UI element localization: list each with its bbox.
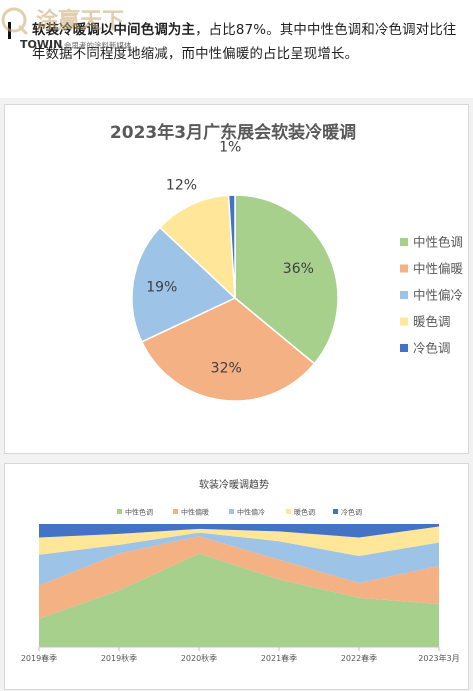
area-legend-label: 中性偏冷 [237, 508, 265, 517]
watermark-brand: TOWIN [20, 38, 62, 51]
area-legend-swatch [229, 509, 234, 514]
pie-legend-label: 冷色调 [413, 341, 451, 356]
watermark-logo-text: 涂赢天下 [36, 8, 124, 34]
pie-legend-swatch [400, 317, 408, 326]
x-tick-label: 2019春季 [21, 653, 57, 663]
area-legend-label: 冷色调 [341, 508, 362, 517]
area-series [39, 526, 439, 556]
pie-slice [158, 194, 236, 300]
x-tick-label: 2022春季 [341, 653, 377, 663]
pie-chart-title: 2023年3月广东展会软装冷暖调 [110, 122, 356, 143]
area-series [39, 532, 439, 586]
area-legend-swatch [286, 509, 291, 514]
intro-section: 软装冷暖调以中间色调为主，占比87%。其中中性色调和冷色调对比往年数据不同程度地… [0, 0, 473, 98]
x-tick-label: 2020秋季 [181, 653, 217, 663]
pie-slice [131, 226, 237, 343]
watermark-logo-icon [1, 7, 28, 35]
pie-data-label: 19% [146, 279, 177, 295]
pie-legend-swatch [400, 238, 408, 246]
area-legend-label: 暖色调 [294, 508, 315, 517]
x-tick-label: 2021春季 [261, 653, 297, 663]
area-series [39, 524, 439, 538]
area-legend-swatch [117, 509, 122, 514]
area-chart: 软装冷暖调趋势 中性色调 中性偏暖 中性偏冷 暖色调 冷色调 2019春季 2019秋季 2… [21, 478, 460, 663]
pie-data-label: 36% [283, 261, 314, 277]
intro-rest-text: ，占比87%。其中中性色调和冷色调对比往年数据不同程度地缩减，而中性偏暖的占比呈… [32, 23, 457, 62]
area-legend-label: 中性偏暖 [181, 508, 209, 517]
x-tick-label: 2019秋季 [101, 653, 137, 663]
x-tick-label: 2023年3月 [418, 653, 459, 663]
area-legend-label: 中性色调 [125, 508, 153, 517]
watermark: 涂赢天下 TOWIN 会思考的涂料新媒体 [1, 7, 132, 51]
pie-data-label: 12% [166, 177, 197, 193]
pie-data-label: 1% [219, 140, 241, 156]
pie-legend-swatch [400, 291, 408, 299]
watermark-slogan: 会思考的涂料新媒体 [64, 40, 132, 50]
pie-legend-label: 中性偏冷 [413, 288, 463, 303]
pie-data-label: 32% [211, 360, 242, 376]
intro-text: 软装冷暖调以中间色调为主，占比87%。其中中性色调和冷色调对比往年数据不同程度地… [32, 19, 466, 67]
intro-bold-text: 软装冷暖调以中间色调为主 [32, 23, 196, 38]
pie-chart-card: 2023年3月广东展会软装冷暖调 36% 32% 19% 12% 1% 中性色调中性偏暖… [4, 104, 469, 454]
pie-slice [140, 297, 316, 402]
pie-slice [234, 194, 339, 365]
pie-legend-swatch [400, 264, 408, 273]
pie-chart: 2023年3月广东展会软装冷暖调 36% 32% 19% 12% 1% 中性色调中性偏暖… [110, 122, 464, 402]
area-series [39, 553, 439, 647]
area-legend-swatch [333, 509, 338, 514]
pie-legend-label: 中性偏暖 [413, 261, 464, 276]
area-series [39, 536, 439, 619]
pie-legend-label: 中性色调 [413, 235, 463, 250]
pie-slice [227, 194, 236, 299]
pie-legend-label: 暖色调 [413, 314, 451, 329]
area-legend-swatch [173, 509, 178, 514]
area-chart-title: 软装冷暖调趋势 [199, 478, 269, 491]
pie-legend-swatch [400, 344, 408, 352]
area-chart-card: 软装冷暖调趋势 中性色调 中性偏暖 中性偏冷 暖色调 冷色调 2019春季 2019秋季 2… [4, 463, 469, 690]
